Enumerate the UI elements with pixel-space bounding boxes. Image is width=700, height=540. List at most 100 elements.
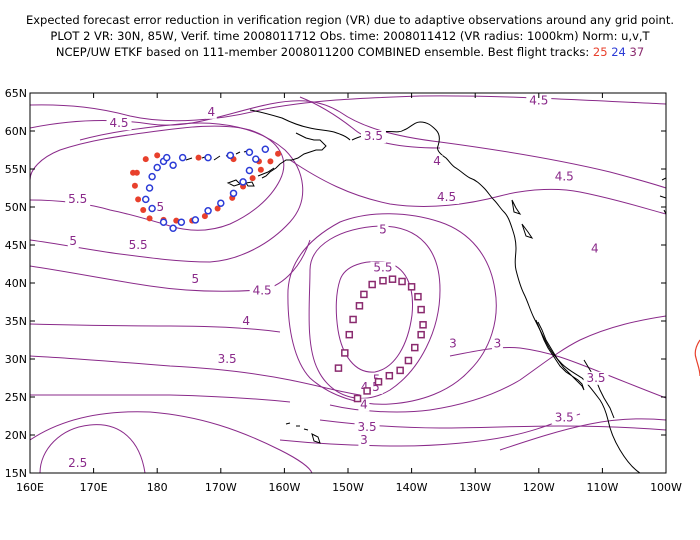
x-tick-label: 120W	[523, 481, 555, 494]
track-37-point	[385, 371, 394, 380]
contour-label-bg	[240, 314, 252, 328]
contour-line	[30, 95, 666, 122]
contour-label: 3.5	[358, 420, 377, 434]
contour-line	[308, 225, 441, 399]
track-label-37: 37	[629, 45, 645, 59]
contour-label: 4	[433, 154, 441, 168]
y-tick-label: 20N	[5, 429, 27, 442]
contour-line	[30, 355, 361, 396]
contour-label-bg	[370, 261, 396, 275]
track-25-point	[195, 154, 202, 161]
track-37-point	[379, 276, 387, 285]
contour-label-bg	[491, 337, 503, 351]
contour-line	[319, 419, 666, 431]
track-24-point	[252, 155, 260, 163]
track-25-point	[249, 175, 256, 182]
track-label-24: 24	[611, 45, 626, 59]
x-tick-label: 100W	[650, 481, 682, 494]
contour-label-bg	[358, 434, 370, 448]
track-24-point	[226, 151, 235, 160]
contour-label-bg	[154, 200, 166, 214]
track-37-point	[363, 387, 371, 395]
track-24-point	[169, 161, 177, 169]
axis-labels: 160E 170E 180 170W 160W 150W 140W 130W 120W 110W 1…	[5, 87, 682, 494]
y-tick-label: 65N	[5, 87, 27, 100]
contour-label-bg	[377, 223, 389, 237]
x-tick-label: 160E	[16, 481, 44, 494]
y-tick-label: 55N	[5, 163, 27, 176]
right-margin-arc	[694, 339, 700, 377]
track-24-point	[162, 153, 171, 162]
contour-label: 3.5	[218, 352, 237, 366]
contour-line	[279, 413, 581, 447]
contour-label: 3.5	[555, 410, 574, 424]
y-tick-label: 40N	[5, 277, 27, 290]
contour-label: 4.5	[437, 190, 456, 204]
contour-line	[329, 315, 666, 413]
track-24-point	[261, 145, 270, 153]
track-37-point	[414, 292, 422, 301]
track-25-point	[267, 158, 274, 165]
contour-label-bg	[583, 371, 609, 385]
track-25-point	[275, 150, 282, 157]
title-line-1: Expected forecast error reduction in ver…	[25, 13, 675, 27]
contour-label: 3	[360, 433, 368, 447]
contour-label: 5	[192, 272, 200, 286]
track-25-point	[257, 166, 264, 173]
contour-label: 5.5	[68, 192, 87, 206]
contour-label: 4	[591, 242, 599, 256]
track-24-point	[145, 184, 154, 192]
title-line-2: PLOT 2 VR: 30N, 85W, Verif. time 2008011…	[50, 29, 650, 43]
right-edge-shape	[659, 177, 666, 215]
title-line-3-prefix: NCEP/UW ETKF based on 111-member 2008011…	[55, 45, 590, 59]
contour-label-bg	[551, 411, 577, 425]
y-tick-label: 35N	[5, 315, 27, 328]
contour-label: 5	[69, 234, 77, 248]
contour-line	[30, 100, 666, 189]
contour-label: 4	[242, 314, 250, 328]
contour-line	[289, 159, 666, 215]
title-line-3: NCEP/UW ETKF based on 111-member 2008011…	[0, 44, 700, 60]
track-37-point	[417, 305, 425, 314]
track-37-point	[341, 349, 349, 357]
contour-label-bg	[447, 337, 459, 351]
track-25-point	[131, 182, 138, 189]
track-37-point	[407, 283, 416, 291]
contour-label-bg	[214, 352, 240, 366]
x-tick-label: 110W	[586, 481, 618, 494]
contour-label: 4.5	[253, 283, 272, 297]
track-24-point	[204, 153, 212, 162]
track-25-point	[154, 152, 161, 159]
contour-label: 5.5	[373, 261, 392, 275]
x-tick-label: 150W	[332, 481, 364, 494]
track-24-point	[204, 207, 212, 215]
contour-line	[30, 411, 313, 473]
track-24-point	[178, 153, 187, 162]
contour-label-bg	[65, 456, 91, 470]
track-25-point	[214, 205, 221, 212]
track-37-point	[374, 378, 383, 386]
track-24-point	[169, 224, 177, 233]
track-37-point	[388, 275, 397, 283]
track-37-point	[360, 290, 368, 299]
track-24-point	[177, 218, 186, 226]
track-24-point	[142, 195, 150, 204]
x-tick-label: 170E	[80, 481, 108, 494]
contour-label-bg	[358, 398, 370, 412]
mexico-coastline	[583, 359, 615, 419]
x-tick-label: 130W	[459, 481, 491, 494]
contour-line	[449, 347, 666, 399]
contour-line	[499, 418, 666, 451]
contour-line	[39, 424, 146, 473]
aleutians	[185, 149, 251, 161]
x-tick-label: 160W	[268, 481, 300, 494]
contour-label: 5	[379, 223, 387, 237]
contour-label: 4	[360, 397, 368, 411]
contour-label-bg	[551, 170, 577, 184]
contour-label: 4.5	[529, 93, 548, 107]
track-24-point	[159, 218, 168, 226]
contour-line	[299, 96, 441, 149]
track-37-point	[417, 330, 425, 339]
track-24-point	[153, 163, 161, 172]
